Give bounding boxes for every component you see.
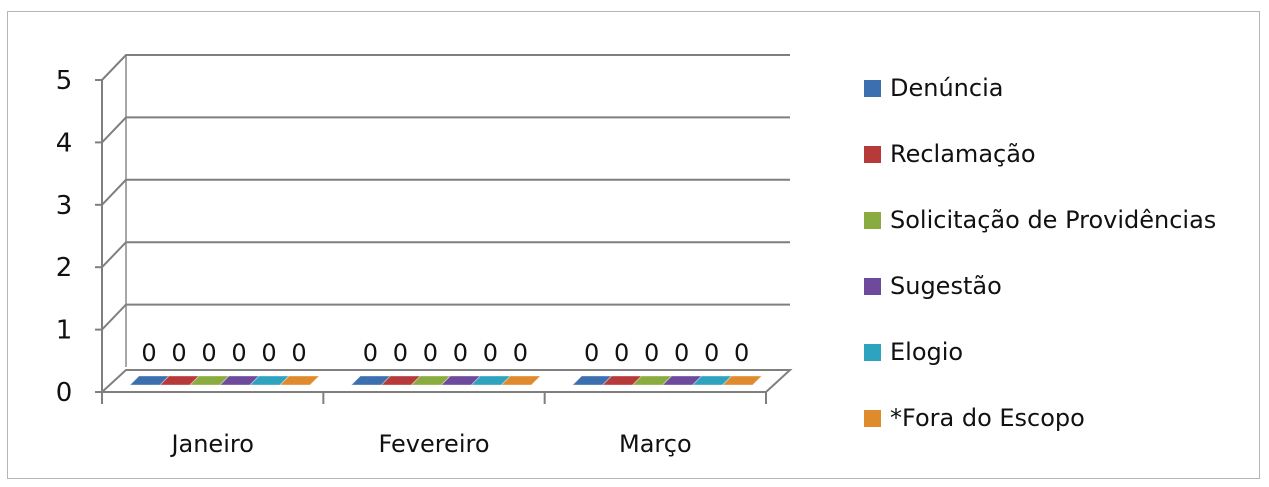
bar: [721, 375, 763, 386]
data-label: 0: [261, 339, 276, 367]
data-label: 0: [734, 339, 749, 367]
legend-swatch: [864, 80, 881, 97]
legend-label: Elogio: [890, 338, 963, 366]
legend-swatch: [864, 212, 881, 229]
bars: [128, 375, 763, 386]
y-tick-label: 0: [56, 378, 73, 408]
x-axis: Janeiro Fevereiro Março: [101, 391, 767, 458]
data-label: 0: [584, 339, 599, 367]
y-axis: 0 1 2 3 4 5: [56, 66, 103, 408]
legend-swatch: [864, 410, 881, 427]
x-category-label: Fevereiro: [378, 430, 489, 458]
y-tick-label: 2: [56, 253, 73, 283]
gridline: [101, 241, 790, 268]
data-label: 0: [483, 339, 498, 367]
data-label: 0: [231, 339, 246, 367]
gridlines: [101, 54, 790, 331]
data-label: 0: [363, 339, 378, 367]
legend-label: Denúncia: [890, 74, 1003, 102]
data-label: 0: [704, 339, 719, 367]
data-label: 0: [141, 339, 156, 367]
legend-label: Reclamação: [890, 140, 1036, 168]
data-label: 0: [291, 339, 306, 367]
data-label: 0: [513, 339, 528, 367]
x-category-label: Janeiro: [169, 430, 253, 458]
y-tick-label: 5: [56, 66, 73, 96]
data-label: 0: [201, 339, 216, 367]
data-label: 0: [453, 339, 468, 367]
bar: [278, 375, 321, 386]
chart-frame: [7, 11, 1260, 479]
y-tick-label: 1: [56, 316, 73, 346]
legend-label: Solicitação de Providências: [890, 206, 1216, 234]
legend: Denúncia Reclamação Solicitação de Providê…: [864, 74, 1216, 432]
legend-swatch: [864, 278, 881, 295]
data-label: 0: [423, 339, 438, 367]
bar: [500, 375, 542, 386]
gridline: [101, 303, 790, 331]
data-label: 0: [171, 339, 186, 367]
legend-label: *Fora do Escopo: [890, 404, 1085, 432]
y-tick-label: 4: [56, 128, 73, 158]
x-category-label: Março: [619, 430, 692, 458]
legend-swatch: [864, 344, 881, 361]
legend-label: Sugestão: [890, 272, 1002, 300]
data-label: 0: [393, 339, 408, 367]
legend-swatch: [864, 146, 881, 163]
data-label: 0: [674, 339, 689, 367]
gridline: [101, 54, 790, 81]
data-label: 0: [644, 339, 659, 367]
data-label: 0: [614, 339, 629, 367]
gridline: [101, 178, 790, 206]
gridline: [101, 116, 790, 144]
y-tick-label: 3: [56, 191, 73, 221]
